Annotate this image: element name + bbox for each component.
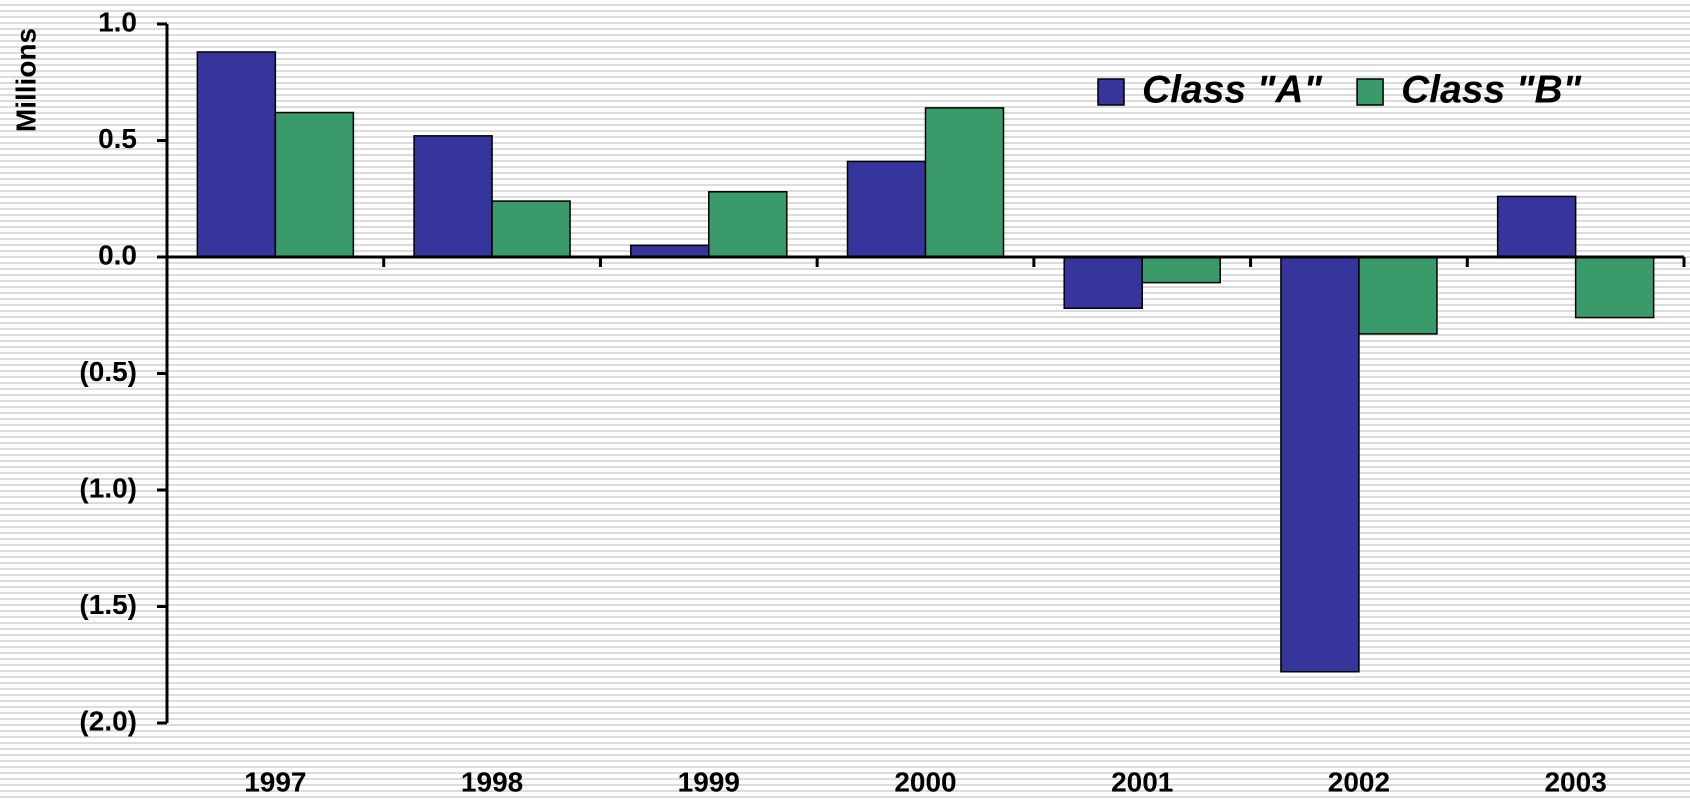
y-tick-label: (1.5)	[79, 589, 137, 620]
x-tick-label: 1998	[461, 766, 523, 797]
legend-swatch	[1356, 78, 1384, 106]
bar	[1280, 256, 1360, 673]
bar	[1141, 256, 1221, 284]
x-tick-label: 1999	[678, 766, 740, 797]
bar	[708, 191, 788, 258]
y-tick-label: (0.5)	[79, 356, 137, 387]
bar	[491, 200, 571, 258]
bar	[1574, 256, 1655, 319]
legend-label: Class "B"	[1401, 68, 1582, 111]
bar	[274, 111, 355, 258]
bar	[846, 160, 927, 258]
x-tick-label: 2002	[1328, 766, 1390, 797]
bar	[1063, 256, 1143, 310]
y-tick-label: (1.0)	[79, 472, 137, 503]
x-tick-label: 1997	[244, 766, 306, 797]
y-tick-label: (2.0)	[79, 705, 137, 736]
bar	[924, 107, 1005, 258]
bar	[630, 244, 710, 258]
y-axis-label: Millions	[10, 28, 41, 132]
bar	[1358, 256, 1438, 335]
x-tick-label: 2000	[894, 766, 956, 797]
y-tick-label: 0.0	[98, 239, 137, 270]
bar	[1496, 195, 1577, 258]
y-tick-label: 0.5	[98, 123, 137, 154]
legend-swatch	[1097, 78, 1125, 106]
bar	[413, 135, 493, 258]
x-tick-label: 2001	[1111, 766, 1173, 797]
x-tick-label: 2003	[1544, 766, 1606, 797]
legend-label: Class "A"	[1142, 68, 1323, 111]
bar	[196, 51, 277, 258]
y-tick-label: 1.0	[98, 6, 137, 37]
